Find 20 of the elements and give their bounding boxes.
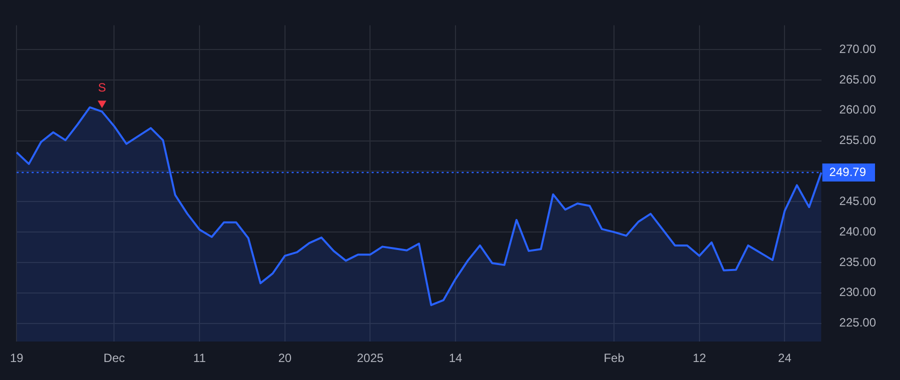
ref-line-label: 249.79 — [829, 164, 866, 179]
y-tick-label: 245.00 — [839, 194, 876, 208]
y-tick-label: 255.00 — [839, 133, 876, 148]
x-tick-label: 11 — [193, 351, 206, 366]
x-tick-label: 19 — [10, 351, 24, 366]
x-tick-label: Feb — [604, 351, 625, 366]
x-tick-label: 12 — [692, 351, 706, 366]
y-tick-label: 260.00 — [839, 102, 876, 117]
y-tick-label: 240.00 — [839, 224, 876, 238]
x-tick-label: 24 — [778, 351, 792, 366]
x-tick-label: 20 — [278, 351, 292, 366]
annotation: S — [98, 80, 106, 94]
y-tick-label: 225.00 — [839, 316, 876, 330]
x-tick-label: Dec — [104, 351, 125, 366]
x-tick-label: 2025 — [356, 351, 384, 366]
y-tick-label: 230.00 — [839, 285, 876, 300]
y-tick-label: 270.00 — [839, 42, 876, 56]
x-tick-label: 14 — [448, 351, 463, 366]
y-tick-label: 265.00 — [839, 72, 876, 86]
y-tick-label: 235.00 — [839, 254, 876, 269]
